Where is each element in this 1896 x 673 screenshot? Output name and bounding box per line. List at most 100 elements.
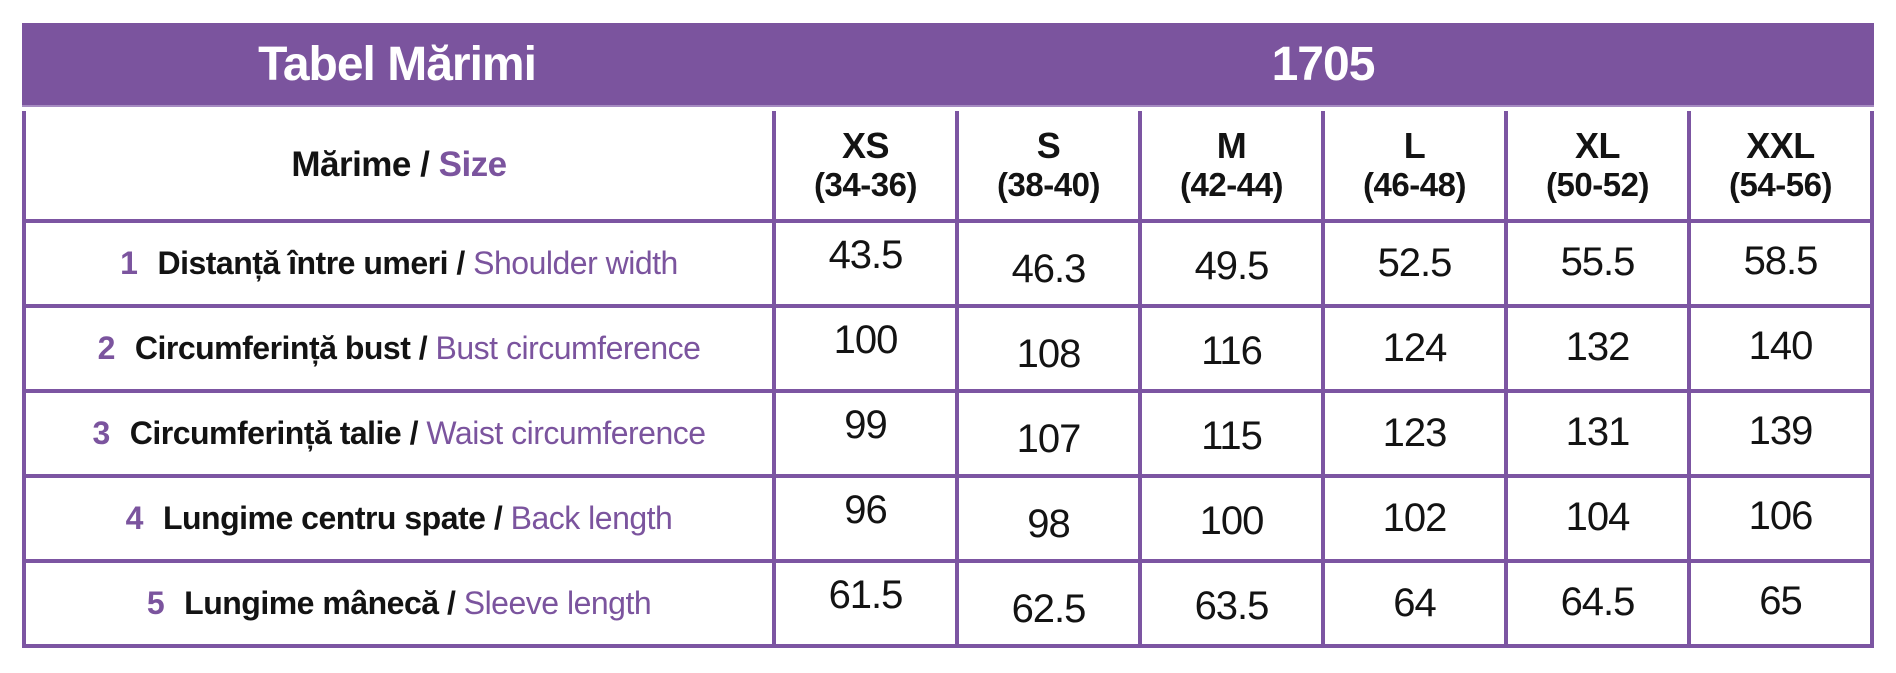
measurement-value: 55.5 bbox=[1504, 219, 1691, 308]
measurement-label-ro: Circumferință talie bbox=[129, 415, 402, 451]
measurement-value: 65 bbox=[1687, 559, 1874, 648]
size-range: (42-44) bbox=[1180, 165, 1283, 203]
value-text: 43.5 bbox=[828, 233, 904, 277]
size-range: (46-48) bbox=[1363, 165, 1466, 203]
size-letter: M bbox=[1216, 125, 1247, 167]
measurement-value: 100 bbox=[1138, 474, 1325, 563]
size-letter: XS bbox=[841, 125, 890, 167]
measurement-label-en: Sleeve length bbox=[463, 585, 652, 621]
value-text: 124 bbox=[1382, 326, 1448, 370]
measurement-value: 100 bbox=[772, 304, 959, 393]
measurement-value: 116 bbox=[1138, 304, 1325, 393]
size-range: (50-52) bbox=[1546, 165, 1649, 203]
size-grid: Mărime / Size XS (34-36) S (38-40) M (42-44) L… bbox=[22, 111, 1874, 648]
measurement-value: 99 bbox=[772, 389, 959, 478]
value-text: 140 bbox=[1748, 324, 1814, 368]
measurement-value: 139 bbox=[1687, 389, 1874, 478]
measurement-value: 115 bbox=[1138, 389, 1325, 478]
measurement-value: 52.5 bbox=[1321, 219, 1508, 308]
measurement-label: 2 Circumferință bust / Bust circumference bbox=[22, 304, 776, 393]
value-text: 99 bbox=[844, 403, 887, 447]
size-header-row: Mărime / Size XS (34-36) S (38-40) M (42-44) L… bbox=[22, 111, 1874, 223]
measurement-value: 106 bbox=[1687, 474, 1874, 563]
size-column-header-s: S (38-40) bbox=[955, 111, 1142, 223]
size-column-header-xs: XS (34-36) bbox=[772, 111, 959, 223]
measurement-label: 1 Distanță între umeri / Shoulder width bbox=[22, 219, 776, 308]
measurement-value: 43.5 bbox=[772, 219, 959, 308]
value-text: 58.5 bbox=[1743, 239, 1819, 283]
table-row-1: 1 Distanță între umeri / Shoulder width 43… bbox=[22, 219, 1874, 308]
measurement-value: 64 bbox=[1321, 559, 1508, 648]
row-number: 5 bbox=[146, 585, 165, 621]
value-text: 49.5 bbox=[1194, 244, 1270, 288]
model-number: 1705 bbox=[1271, 37, 1376, 91]
measurement-label: 3 Circumferință talie / Waist circumferen… bbox=[22, 389, 776, 478]
value-text: 55.5 bbox=[1560, 240, 1636, 284]
value-text: 65 bbox=[1759, 579, 1802, 623]
measurement-label-ro: Lungime mânecă bbox=[184, 585, 439, 621]
measurement-value: 104 bbox=[1504, 474, 1691, 563]
table-header-band: Tabel Mărimi 1705 bbox=[22, 23, 1874, 107]
value-text: 63.5 bbox=[1194, 584, 1270, 628]
measurement-label-en: Waist circumference bbox=[426, 415, 706, 451]
value-text: 104 bbox=[1565, 495, 1631, 539]
label-separator: / bbox=[485, 500, 511, 536]
value-text: 61.5 bbox=[828, 573, 904, 617]
measurement-label: 4 Lungime centru spate / Back length bbox=[22, 474, 776, 563]
measurement-label-en: Bust circumference bbox=[435, 330, 701, 366]
value-text: 115 bbox=[1201, 414, 1263, 458]
measurement-value: 131 bbox=[1504, 389, 1691, 478]
size-column-header-xxl: XXL (54-56) bbox=[1687, 111, 1874, 223]
size-column-header-xl: XL (50-52) bbox=[1504, 111, 1691, 223]
value-text: 106 bbox=[1748, 494, 1814, 538]
size-letter: S bbox=[1036, 125, 1061, 167]
measurement-value: 61.5 bbox=[772, 559, 959, 648]
label-separator: / bbox=[447, 245, 474, 281]
row-number: 1 bbox=[120, 245, 138, 281]
size-column-header-m: M (42-44) bbox=[1138, 111, 1325, 223]
value-text: 52.5 bbox=[1377, 241, 1453, 285]
measurement-value: 107 bbox=[955, 389, 1142, 478]
value-text: 116 bbox=[1201, 329, 1263, 373]
measurement-value: 64.5 bbox=[1504, 559, 1691, 648]
value-text: 107 bbox=[1016, 417, 1082, 461]
value-text: 100 bbox=[1199, 499, 1265, 543]
size-letter: XXL bbox=[1746, 125, 1815, 167]
label-separator: / bbox=[438, 585, 464, 621]
row-number: 2 bbox=[97, 330, 116, 366]
value-text: 108 bbox=[1016, 332, 1082, 376]
measurement-label-ro: Distanță între umeri bbox=[157, 245, 448, 281]
value-text: 62.5 bbox=[1011, 587, 1087, 631]
size-header-separator: / bbox=[410, 145, 439, 184]
measurement-value: 132 bbox=[1504, 304, 1691, 393]
value-text: 102 bbox=[1382, 496, 1448, 540]
measurement-value: 96 bbox=[772, 474, 959, 563]
row-number: 3 bbox=[92, 415, 110, 451]
value-text: 96 bbox=[844, 488, 887, 532]
value-text: 131 bbox=[1565, 410, 1631, 454]
size-header-ro: Mărime bbox=[291, 145, 411, 184]
value-text: 98 bbox=[1027, 502, 1070, 546]
measurement-value: 62.5 bbox=[955, 559, 1142, 648]
value-text: 123 bbox=[1382, 411, 1448, 455]
measurement-value: 63.5 bbox=[1138, 559, 1325, 648]
measurement-label-ro: Circumferință bust bbox=[134, 330, 411, 366]
size-table: Tabel Mărimi 1705 Mărime / Size XS (34-36… bbox=[22, 23, 1874, 648]
value-text: 139 bbox=[1748, 409, 1814, 453]
measurement-value: 140 bbox=[1687, 304, 1874, 393]
measurement-value: 124 bbox=[1321, 304, 1508, 393]
size-row-header: Mărime / Size bbox=[22, 111, 776, 223]
table-row-3: 3 Circumferință talie / Waist circumferen… bbox=[22, 389, 1874, 478]
measurement-value: 46.3 bbox=[955, 219, 1142, 308]
value-text: 46.3 bbox=[1011, 247, 1087, 291]
label-separator: / bbox=[401, 415, 427, 451]
measurement-value: 49.5 bbox=[1138, 219, 1325, 308]
measurement-label-en: Shoulder width bbox=[473, 245, 678, 281]
table-row-4: 4 Lungime centru spate / Back length 96 98 1… bbox=[22, 474, 1874, 563]
measurement-value: 102 bbox=[1321, 474, 1508, 563]
size-range: (54-56) bbox=[1729, 165, 1832, 203]
value-text: 64 bbox=[1393, 581, 1436, 625]
measurement-label-en: Back length bbox=[510, 500, 673, 536]
row-number: 4 bbox=[125, 500, 144, 536]
